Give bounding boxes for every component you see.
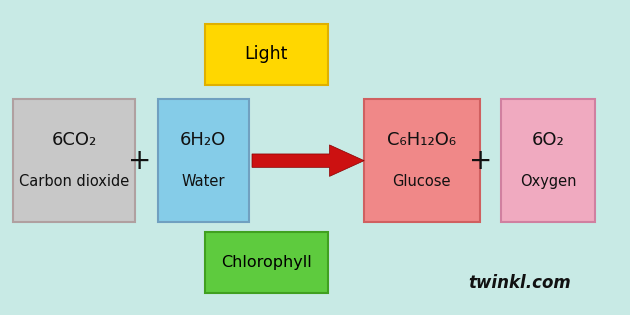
FancyBboxPatch shape bbox=[205, 232, 328, 293]
Text: Oxygen: Oxygen bbox=[520, 174, 576, 189]
Polygon shape bbox=[252, 145, 364, 176]
Text: +: + bbox=[469, 147, 493, 175]
Text: Carbon dioxide: Carbon dioxide bbox=[19, 174, 129, 189]
FancyBboxPatch shape bbox=[501, 99, 595, 222]
FancyBboxPatch shape bbox=[364, 99, 480, 222]
Text: twinkl.com: twinkl.com bbox=[468, 274, 571, 293]
Text: Chlorophyll: Chlorophyll bbox=[220, 255, 312, 270]
Text: +: + bbox=[128, 147, 152, 175]
Text: Water: Water bbox=[181, 174, 225, 189]
Text: 6H₂O: 6H₂O bbox=[180, 131, 226, 149]
FancyBboxPatch shape bbox=[205, 24, 328, 85]
FancyBboxPatch shape bbox=[13, 99, 135, 222]
Text: 6CO₂: 6CO₂ bbox=[52, 131, 96, 149]
Text: C₆H₁₂O₆: C₆H₁₂O₆ bbox=[387, 131, 456, 149]
Text: Light: Light bbox=[244, 45, 288, 63]
Text: 6O₂: 6O₂ bbox=[532, 131, 564, 149]
FancyBboxPatch shape bbox=[158, 99, 249, 222]
Text: Glucose: Glucose bbox=[392, 174, 451, 189]
